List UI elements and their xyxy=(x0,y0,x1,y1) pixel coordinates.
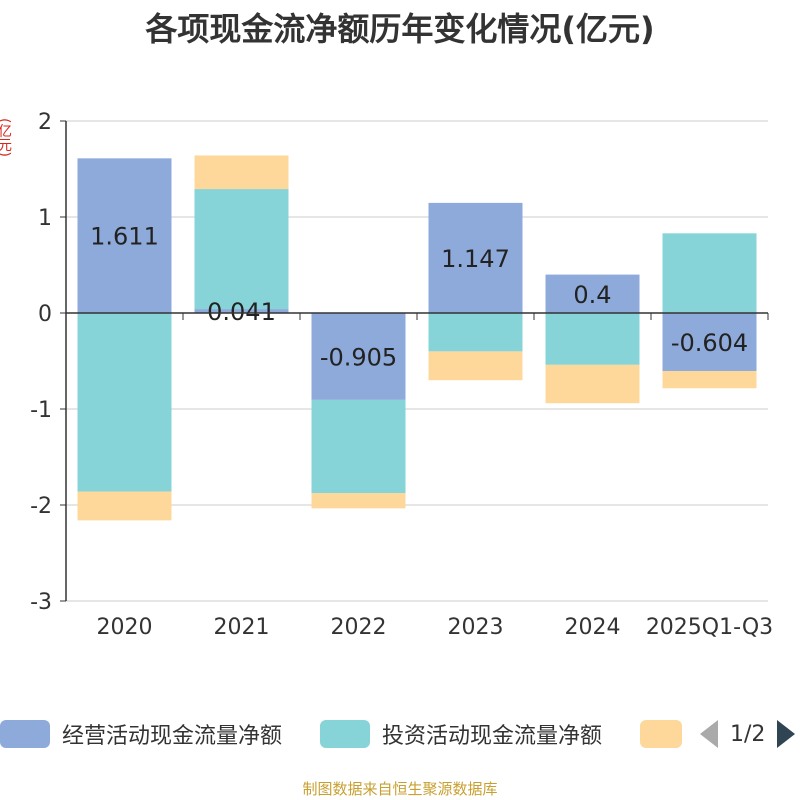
data-label: -0.905 xyxy=(320,343,397,371)
bar-segment xyxy=(77,491,172,521)
y-tick-label: 0 xyxy=(38,302,52,327)
x-tick-label: 2021 xyxy=(214,615,270,640)
y-tick-label: -3 xyxy=(30,590,52,615)
legend-swatch xyxy=(640,720,682,748)
x-tick-label: 2024 xyxy=(565,615,621,640)
bar-segment xyxy=(194,189,289,310)
legend-swatch xyxy=(320,720,370,748)
x-tick-label: 2023 xyxy=(448,615,504,640)
y-tick-label: 2 xyxy=(38,110,52,135)
legend-label: 经营活动现金流量净额 xyxy=(62,724,283,749)
pager-prev-icon[interactable] xyxy=(700,720,718,748)
data-label: 1.611 xyxy=(90,223,159,251)
y-tick-label: -1 xyxy=(30,398,52,423)
bar-segment xyxy=(311,313,406,400)
bar-segment xyxy=(194,155,289,190)
data-label: 0.4 xyxy=(573,281,611,309)
bar-segment xyxy=(662,313,757,371)
x-tick-label: 2020 xyxy=(97,615,153,640)
bar-segment xyxy=(545,313,640,365)
bar-segment xyxy=(428,202,523,313)
y-axis-unit-label: (亿元) xyxy=(0,118,12,157)
y-tick-label: -2 xyxy=(30,494,52,519)
legend-item-operating[interactable]: 经营活动现金流量净额 xyxy=(0,714,282,754)
legend-label: 投资活动现金流量净额 xyxy=(382,724,603,749)
y-tick-label: 1 xyxy=(38,206,52,231)
bar-segment xyxy=(428,351,523,381)
legend-item-investing[interactable]: 投资活动现金流量净额 xyxy=(320,714,602,754)
data-label: 0.041 xyxy=(207,298,276,326)
bar-segment xyxy=(77,158,172,313)
pager-next-icon[interactable] xyxy=(777,720,796,748)
stacked-bar-chart: 2 1 0 -1 -2 -3 1.611 0.041 -0.905 1.147 0.4 -0.604 2… xyxy=(30,110,773,640)
data-label: 1.147 xyxy=(441,245,510,273)
bar-segment xyxy=(77,313,172,492)
x-tick-label: 2022 xyxy=(331,615,387,640)
legend: 经营活动现金流量净额 投资活动现金流量净额 1/2 xyxy=(0,714,800,754)
bar-segment xyxy=(194,309,289,313)
pager-page-text: 1/2 xyxy=(730,721,766,747)
bar-segment xyxy=(662,233,757,313)
bar-segment xyxy=(545,364,640,404)
legend-pager: 1/2 xyxy=(700,714,796,754)
bar-segment xyxy=(311,493,406,509)
bar-segment xyxy=(428,313,523,352)
source-note: 制图数据来自恒生聚源数据库 xyxy=(302,780,498,798)
chart-title: 各项现金流净额历年变化情况(亿元) xyxy=(145,10,655,48)
bar-segment xyxy=(311,399,406,493)
data-label: -0.604 xyxy=(671,329,748,357)
legend-item-third[interactable] xyxy=(640,714,682,754)
bar-segment xyxy=(662,370,757,389)
legend-swatch xyxy=(0,720,50,748)
x-tick-label: 2025Q1-Q3 xyxy=(646,615,773,640)
bar-segment xyxy=(545,274,640,313)
